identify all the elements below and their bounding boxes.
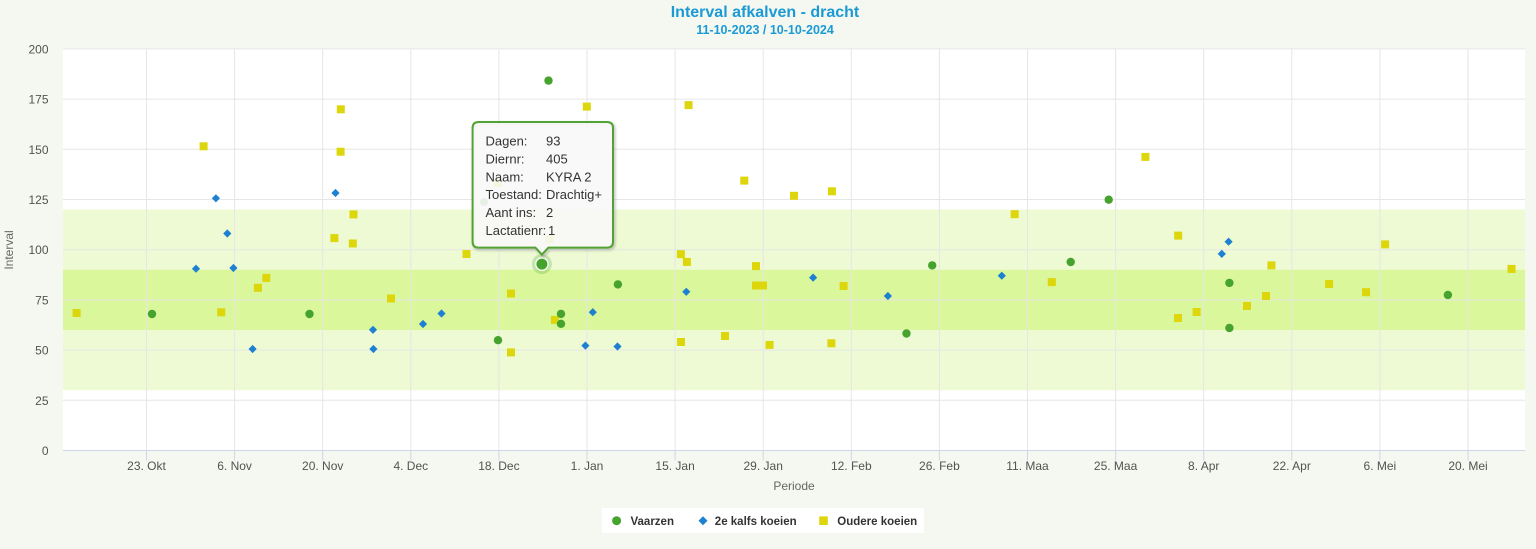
- svg-text:Oudere koeien: Oudere koeien: [837, 516, 917, 528]
- svg-text:11-10-2023 / 10-10-2024: 11-10-2023 / 10-10-2024: [696, 23, 834, 37]
- svg-text:Diernr:: Diernr:: [486, 151, 525, 166]
- svg-text:Dagen:: Dagen:: [486, 134, 528, 149]
- svg-text:Lactatienr:: Lactatienr:: [486, 223, 547, 238]
- svg-text:6. Nov: 6. Nov: [217, 459, 252, 473]
- svg-text:20. Nov: 20. Nov: [302, 459, 343, 473]
- svg-text:100: 100: [28, 243, 48, 257]
- svg-text:18. Dec: 18. Dec: [478, 459, 519, 473]
- svg-text:23. Okt: 23. Okt: [127, 459, 166, 473]
- svg-text:Interval: Interval: [2, 230, 16, 269]
- svg-text:15. Jan: 15. Jan: [655, 459, 694, 473]
- svg-text:2: 2: [546, 205, 553, 220]
- svg-text:Interval afkalven - dracht: Interval afkalven - dracht: [671, 4, 860, 21]
- svg-text:26. Feb: 26. Feb: [919, 459, 960, 473]
- svg-text:150: 150: [28, 143, 48, 157]
- svg-text:Drachtig+: Drachtig+: [546, 187, 602, 202]
- svg-text:50: 50: [35, 344, 49, 358]
- svg-text:4. Dec: 4. Dec: [393, 459, 428, 473]
- svg-text:Aant ins:: Aant ins:: [486, 205, 537, 220]
- svg-text:2e kalfs koeien: 2e kalfs koeien: [715, 516, 797, 528]
- svg-text:93: 93: [546, 134, 560, 149]
- svg-text:Vaarzen: Vaarzen: [631, 516, 674, 528]
- svg-text:25. Maa: 25. Maa: [1094, 459, 1138, 473]
- svg-text:Toestand:: Toestand:: [486, 187, 542, 202]
- svg-text:1. Jan: 1. Jan: [571, 459, 604, 473]
- svg-text:175: 175: [28, 93, 48, 107]
- svg-text:200: 200: [28, 42, 48, 56]
- svg-text:20. Mei: 20. Mei: [1448, 459, 1487, 473]
- svg-text:Naam:: Naam:: [486, 169, 524, 184]
- svg-text:11. Maa: 11. Maa: [1006, 459, 1049, 473]
- svg-text:125: 125: [28, 193, 48, 207]
- svg-text:8. Apr: 8. Apr: [1188, 459, 1219, 473]
- svg-text:75: 75: [35, 293, 49, 307]
- svg-text:12. Feb: 12. Feb: [831, 459, 872, 473]
- svg-text:29. Jan: 29. Jan: [744, 459, 783, 473]
- svg-text:KYRA 2: KYRA 2: [546, 169, 592, 184]
- svg-text:1: 1: [548, 223, 555, 238]
- svg-text:22. Apr: 22. Apr: [1273, 459, 1311, 473]
- svg-text:6. Mei: 6. Mei: [1364, 459, 1397, 473]
- svg-text:405: 405: [546, 151, 568, 166]
- svg-text:25: 25: [35, 394, 49, 408]
- svg-text:Periode: Periode: [773, 479, 815, 493]
- svg-text:0: 0: [42, 444, 49, 458]
